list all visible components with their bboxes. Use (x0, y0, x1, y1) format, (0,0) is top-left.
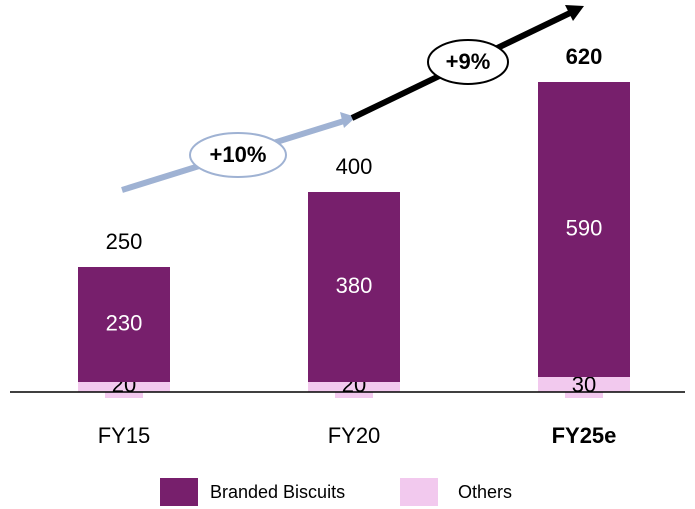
bar-segment (308, 192, 400, 382)
total-label: 250 (106, 229, 143, 254)
bar-segment (538, 82, 630, 377)
data-label: 380 (336, 273, 373, 298)
bar-segment (78, 267, 170, 382)
annotation: +9% (446, 49, 491, 74)
total-label: 620 (566, 44, 603, 69)
legend-label: Branded Biscuits (210, 482, 345, 502)
x-tick-label: FY15 (98, 423, 151, 448)
annotation-bubble (427, 39, 509, 85)
data-label: 590 (566, 215, 603, 240)
x-tick-label: FY20 (328, 423, 381, 448)
legend-swatch (400, 478, 438, 506)
data-label: 230 (106, 310, 143, 335)
arrow-head (565, 5, 584, 21)
annotation: +10% (210, 142, 267, 167)
legend-label: Others (458, 482, 512, 502)
x-tick-label: FY25e (552, 423, 617, 448)
annotation-bubble (189, 132, 287, 178)
total-label: 400 (336, 154, 373, 179)
legend-swatch (160, 478, 198, 506)
